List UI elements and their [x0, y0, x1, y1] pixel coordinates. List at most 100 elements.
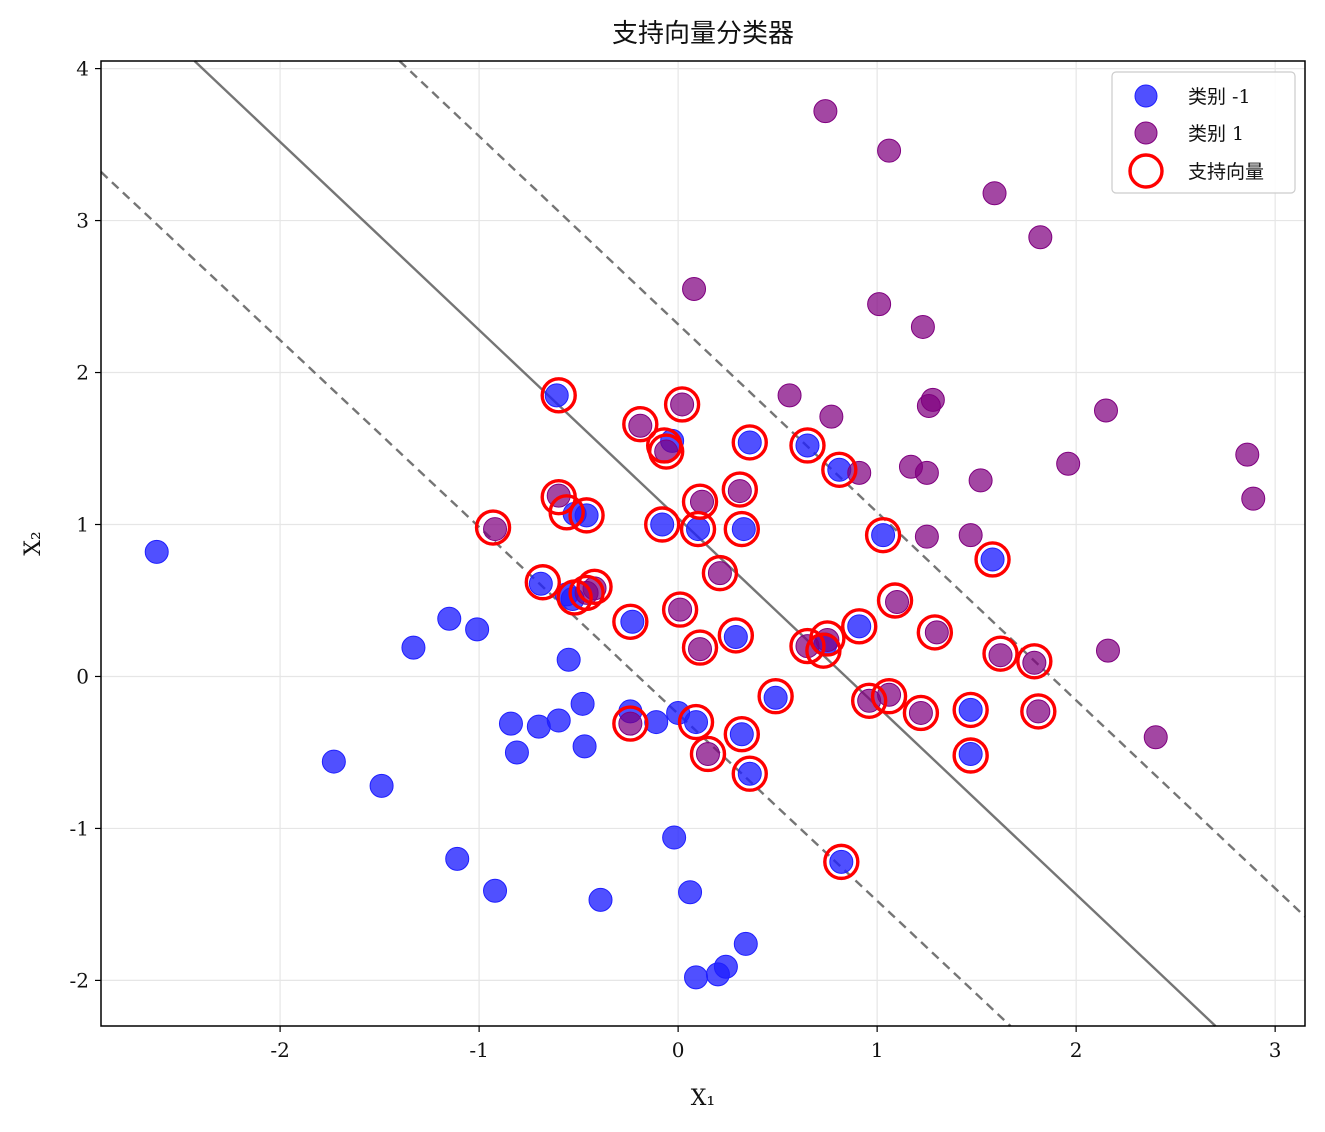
support-vector-marker — [524, 564, 561, 601]
class-neg-point — [737, 761, 762, 786]
class-pos-point — [958, 523, 983, 548]
support-vector-marker — [982, 635, 1019, 672]
support-vector-marker — [870, 678, 908, 715]
class-neg-point — [437, 606, 462, 631]
y-tick-label: 4 — [76, 57, 89, 81]
class-neg-point — [369, 773, 394, 798]
support-vector-marker — [952, 737, 989, 774]
class-neg-point — [684, 710, 709, 735]
support-vector-marker — [548, 494, 585, 531]
y-tick-label: -2 — [70, 968, 89, 992]
x-axis-label: X₁ — [691, 1086, 715, 1111]
class-pos-point — [1143, 725, 1168, 750]
y-tick-label: 1 — [76, 513, 89, 537]
class-neg-point — [723, 624, 748, 649]
support-vector-marker — [689, 735, 727, 773]
support-vector-marker — [876, 582, 914, 619]
class-neg-point — [737, 430, 762, 455]
support-vector-marker — [540, 377, 577, 414]
class-neg-point — [321, 749, 346, 774]
support-vector-marker — [1020, 693, 1057, 730]
class-pos-point — [1056, 451, 1081, 476]
class-pos-point — [1026, 699, 1051, 724]
support-vector-marker — [916, 614, 954, 651]
class-neg-point — [847, 614, 872, 639]
axis-ticks: -2 -1 0 1 2 3 -2 -1 0 1 2 3 4 — [70, 57, 1282, 1062]
class-neg-point — [572, 734, 597, 759]
class-neg-point — [729, 722, 754, 747]
legend-label: 支持向量 — [1188, 161, 1264, 183]
class-neg-point — [526, 714, 551, 739]
class-pos-point — [707, 561, 732, 586]
y-tick-label: 3 — [76, 209, 89, 233]
class-pos-point — [1093, 398, 1118, 423]
support-vector-marker — [850, 682, 888, 719]
class-pos-point — [885, 590, 910, 615]
class-neg-point — [650, 512, 675, 537]
x-tick-label: -1 — [469, 1038, 488, 1062]
class-pos-point — [668, 597, 693, 622]
class-pos-point — [924, 620, 949, 645]
class-neg-point — [795, 433, 820, 458]
class-pos-point — [914, 524, 939, 549]
support-vector-marker — [731, 755, 768, 792]
class-neg-point — [958, 741, 983, 766]
support-vector-marker — [663, 386, 701, 423]
support-vector-marker — [681, 483, 719, 520]
class-neg-point — [144, 539, 169, 564]
support-vector-marker — [568, 497, 605, 534]
class-neg-point — [980, 547, 1005, 572]
class-neg-point — [686, 517, 711, 542]
x-tick-label: 1 — [871, 1038, 884, 1062]
support-vector-marker — [612, 705, 649, 742]
support-vector-marker — [864, 516, 902, 554]
support-vector-marker — [757, 678, 794, 715]
y-axis-label: X₂ — [21, 531, 46, 555]
support-vector-marker — [576, 568, 613, 606]
support-vector-marker — [974, 541, 1011, 578]
class-neg-point — [570, 691, 595, 716]
class-neg-point — [713, 954, 738, 979]
support-vector-marker — [701, 554, 739, 592]
class-neg-point — [504, 740, 529, 765]
class-neg-point — [662, 825, 687, 850]
class-pos-point — [819, 404, 844, 429]
class-pos-point — [1022, 650, 1047, 675]
legend: 类别 -1 类别 1 支持向量 — [1111, 71, 1296, 194]
class-neg-point — [733, 931, 758, 956]
class-pos-point — [483, 517, 508, 542]
plot-frame — [100, 60, 1306, 1027]
class-pos-point — [695, 741, 720, 766]
grid — [101, 61, 1305, 1026]
legend-marker-sv — [1128, 153, 1164, 189]
support-vector-marker — [902, 694, 940, 732]
class-neg-point — [829, 849, 854, 874]
class-pos-point — [777, 383, 802, 408]
y-tick-label: 0 — [76, 664, 89, 688]
class-pos-point — [688, 637, 713, 662]
margin-line — [398, 60, 1306, 918]
class-neg-point — [483, 878, 508, 903]
class-neg-point — [588, 887, 613, 912]
class-pos-point — [877, 138, 902, 163]
class-pos-point — [910, 314, 935, 339]
support-vector-marker — [568, 574, 605, 612]
class-pos-point — [618, 711, 643, 736]
class-neg-point — [620, 609, 645, 634]
support-vector-marker — [841, 608, 878, 645]
class-pos-point — [867, 292, 892, 317]
support-vector-marker — [474, 509, 512, 546]
class-neg-point — [556, 647, 581, 672]
support-vector-marker — [661, 591, 699, 628]
support-vector-marker — [1016, 643, 1053, 680]
support-vector-marker — [717, 617, 755, 654]
legend-marker-neg — [1134, 84, 1158, 108]
support-vector-marker — [647, 433, 685, 470]
class-neg-point — [546, 708, 571, 733]
class-pos-point — [877, 682, 902, 707]
y-tick-label: 2 — [76, 361, 89, 385]
class-neg-point — [445, 846, 470, 871]
class-neg-point — [544, 383, 569, 408]
class-pos-point — [1095, 638, 1120, 663]
